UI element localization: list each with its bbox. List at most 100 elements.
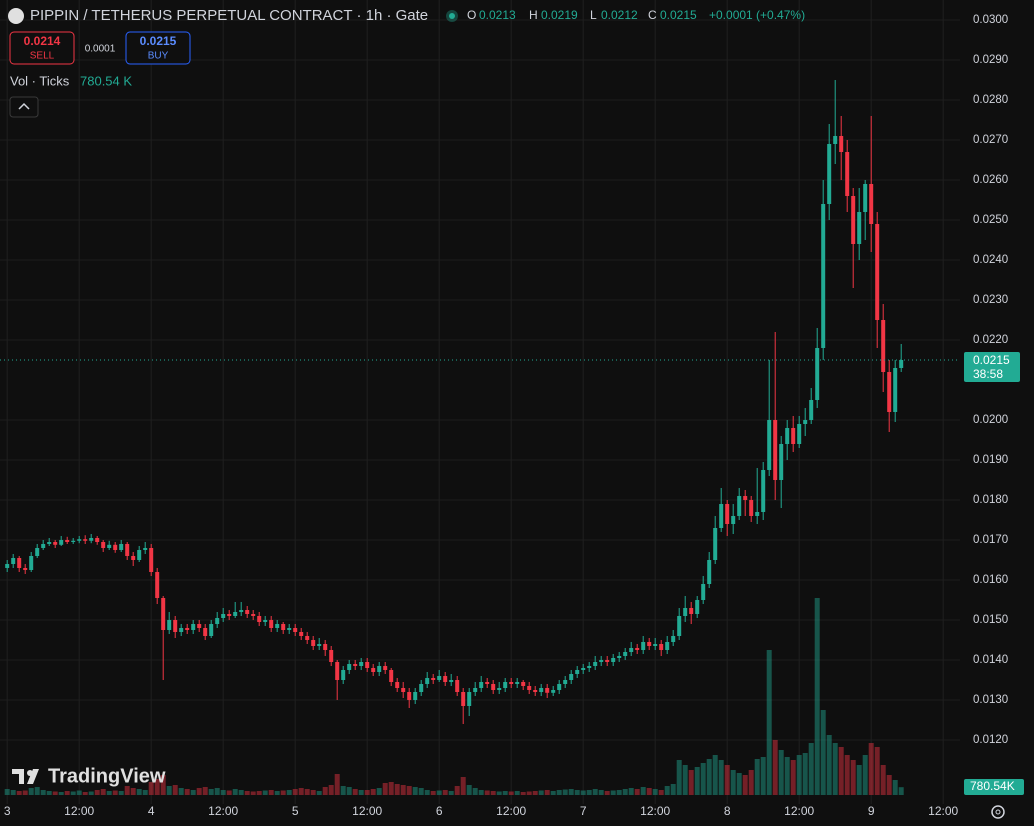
volume-bar bbox=[76, 790, 82, 795]
candle-body bbox=[173, 620, 178, 632]
candle-body bbox=[11, 558, 16, 564]
volume-bar bbox=[646, 788, 652, 795]
volume-bar bbox=[142, 790, 148, 795]
candle-body bbox=[881, 320, 886, 372]
ohlc-label: L bbox=[590, 8, 597, 22]
buy-button[interactable] bbox=[125, 31, 191, 65]
volume-bar bbox=[280, 790, 286, 795]
candle-body bbox=[731, 516, 736, 524]
volume-bar bbox=[334, 774, 340, 795]
candle-body bbox=[857, 212, 862, 244]
candle-body bbox=[161, 598, 166, 630]
volume-bar bbox=[256, 791, 262, 795]
volume-bar bbox=[532, 791, 538, 795]
volume-bar bbox=[454, 786, 460, 795]
volume-bar bbox=[772, 740, 778, 795]
candle-body bbox=[101, 542, 106, 548]
sell-button[interactable] bbox=[9, 31, 75, 65]
candle-body bbox=[167, 620, 172, 630]
candle-body bbox=[233, 612, 238, 616]
x-tick-label: 12:00 bbox=[64, 804, 94, 818]
buy-label: BUY bbox=[148, 51, 169, 62]
buy-price: 0.0215 bbox=[140, 34, 177, 48]
volume-bar bbox=[364, 790, 370, 795]
candle-body bbox=[341, 670, 346, 680]
volume-bar bbox=[118, 791, 124, 795]
ohlc-label: O bbox=[467, 8, 476, 22]
volume-bar bbox=[466, 785, 472, 795]
volume-badge bbox=[964, 779, 1024, 795]
candle-body bbox=[821, 204, 826, 348]
candle-body bbox=[617, 656, 622, 658]
candle-body bbox=[215, 618, 220, 624]
candle-body bbox=[503, 682, 508, 688]
volume-bar bbox=[766, 650, 772, 795]
volume-bar bbox=[316, 791, 322, 795]
volume-bar bbox=[220, 790, 226, 795]
volume-bar bbox=[112, 790, 118, 795]
candle-body bbox=[59, 540, 64, 545]
volume-bar bbox=[634, 789, 640, 795]
candle-body bbox=[863, 184, 868, 212]
volume-bar bbox=[886, 775, 892, 795]
change: +0.0001 (+0.47%) bbox=[709, 8, 805, 22]
volume-bar bbox=[370, 789, 376, 795]
candle-body bbox=[53, 542, 58, 545]
volume-bar bbox=[814, 598, 820, 795]
candle-body bbox=[335, 662, 340, 680]
candle-body bbox=[875, 224, 880, 320]
collapse-button[interactable] bbox=[9, 96, 39, 118]
volume-bar bbox=[124, 786, 130, 795]
volume-bar bbox=[718, 760, 724, 795]
candle-body bbox=[527, 686, 532, 690]
logo-icon bbox=[12, 769, 39, 784]
volume-bar bbox=[4, 789, 10, 795]
candle-body bbox=[299, 632, 304, 636]
volume-bar bbox=[598, 790, 604, 795]
volume-bar bbox=[286, 790, 292, 795]
volume-bar bbox=[586, 790, 592, 795]
candle-body bbox=[197, 624, 202, 628]
volume-bar bbox=[46, 791, 52, 795]
candle-body bbox=[785, 428, 790, 444]
settings-icon[interactable] bbox=[991, 805, 1005, 819]
volume-bar bbox=[616, 790, 622, 795]
volume-bar bbox=[22, 790, 28, 795]
volume-bar bbox=[868, 743, 874, 795]
volume-bar bbox=[508, 791, 514, 795]
candle-body bbox=[635, 648, 640, 650]
candle-body bbox=[401, 688, 406, 692]
volume-bar bbox=[502, 791, 508, 795]
volume-bar bbox=[496, 791, 502, 795]
logo-dot bbox=[27, 770, 33, 776]
volume-bar bbox=[724, 765, 730, 795]
volume-bar bbox=[688, 770, 694, 795]
volume-bar bbox=[490, 791, 496, 795]
ohlc-value: 0.0219 bbox=[541, 8, 578, 22]
chart-title[interactable]: PIPPIN / TETHERUS PERPETUAL CONTRACT · 1… bbox=[30, 7, 428, 24]
volume-bar bbox=[424, 790, 430, 795]
candle-body bbox=[203, 628, 208, 636]
candle-body bbox=[317, 644, 322, 646]
candle-body bbox=[41, 544, 46, 548]
candle-body bbox=[407, 692, 412, 700]
volume-bar bbox=[178, 788, 184, 795]
candle-body bbox=[449, 680, 454, 682]
ohlc-value: 0.0215 bbox=[660, 8, 697, 22]
y-tick-label: 0.0180 bbox=[973, 494, 1008, 506]
volume-bar bbox=[328, 785, 334, 795]
candle-body bbox=[425, 678, 430, 684]
candle-body bbox=[815, 348, 820, 400]
candle-body bbox=[491, 684, 496, 690]
y-tick-label: 0.0260 bbox=[973, 174, 1008, 186]
candle-body bbox=[29, 556, 34, 570]
candle-body bbox=[779, 444, 784, 480]
volume-bar bbox=[460, 777, 466, 795]
volume-bar bbox=[856, 765, 862, 795]
volume-bar bbox=[232, 789, 238, 795]
volume-bar bbox=[64, 791, 70, 795]
volume-bar bbox=[262, 790, 268, 795]
candle-body bbox=[131, 556, 136, 560]
volume-bar bbox=[214, 788, 220, 795]
y-tick-label: 0.0190 bbox=[973, 454, 1008, 466]
